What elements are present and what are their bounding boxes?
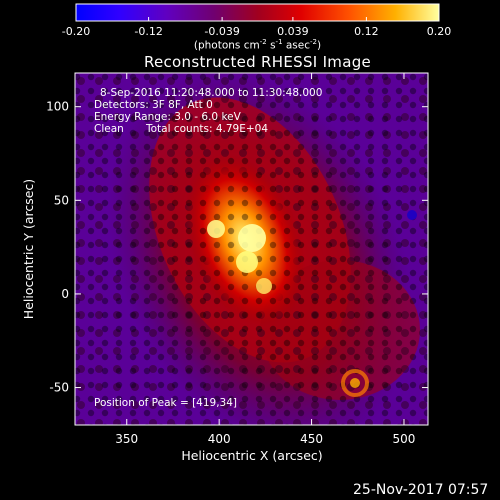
colorbar-tick-label: 0.12 <box>354 25 379 38</box>
y-tick-label: -50 <box>49 381 69 395</box>
energy-range-text: Energy Range: 3.0 - 6.0 keV <box>94 111 241 123</box>
x-axis-label: Heliocentric X (arcsec) <box>181 448 322 463</box>
date-stamp: 25-Nov-2017 07:57 <box>353 482 489 498</box>
colorbar-unit-label: (photons cm-2 s-1 asec-2) <box>193 38 322 52</box>
x-axis: 350 400 450 500 <box>115 73 415 446</box>
y-tick-label: 100 <box>46 100 69 114</box>
colorbar: -0.20 -0.12 -0.039 0.039 0.12 0.20 <box>62 3 452 38</box>
y-tick-label: 50 <box>54 193 69 207</box>
colorbar-tick-label: 0.039 <box>277 25 309 38</box>
chart-title: Reconstructed RHESSI Image <box>143 53 372 71</box>
peak-position-text: Position of Peak = [419,34] <box>94 397 238 409</box>
colorbar-gradient <box>75 3 440 22</box>
total-counts-text: Total counts: 4.79E+04 <box>146 123 269 135</box>
detectors-text: Detectors: 3F 8F, Att 0 <box>94 99 213 111</box>
colorbar-tick-label: -0.039 <box>204 25 239 38</box>
colorbar-tick-label: -0.20 <box>62 25 90 38</box>
x-tick-label: 400 <box>208 432 231 446</box>
heatmap-image <box>75 73 428 425</box>
y-axis: -50 0 50 100 <box>46 100 428 395</box>
x-tick-label: 450 <box>300 432 323 446</box>
colorbar-tick-label: 0.20 <box>427 25 452 38</box>
colorbar-tick-label: -0.12 <box>134 25 162 38</box>
x-tick-label: 500 <box>393 432 416 446</box>
method-text: Clean <box>94 123 124 135</box>
y-tick-label: 0 <box>61 287 69 301</box>
time-range-text: 8-Sep-2016 11:20:48.000 to 11:30:48.000 <box>100 87 323 99</box>
y-axis-label: Heliocentric Y (arcsec) <box>21 179 36 319</box>
plot-frame <box>74 72 429 426</box>
x-tick-label: 350 <box>115 432 138 446</box>
